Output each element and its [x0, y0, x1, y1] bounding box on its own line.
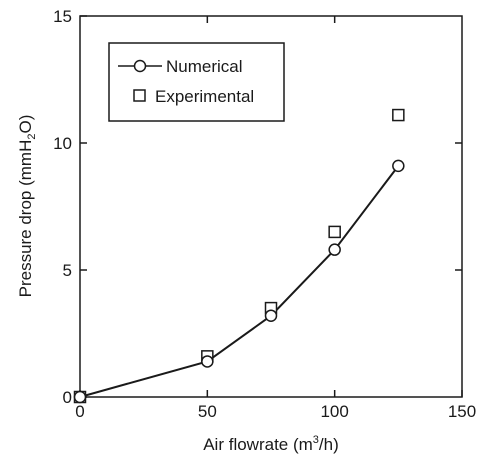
y-tick-label: 15	[53, 7, 72, 26]
plot-frame	[79, 15, 463, 398]
x-tick-label: 0	[75, 402, 84, 421]
data-point-numerical	[328, 243, 341, 256]
y-axis-title-tail: O)	[16, 115, 35, 134]
series-layer	[73, 108, 405, 404]
data-point-numerical	[201, 355, 214, 368]
legend-marker-experimental	[133, 89, 146, 102]
x-tick-label: 150	[448, 402, 476, 421]
x-axis-ticks: 0 50 100 150	[75, 16, 476, 421]
data-point-experimental	[392, 108, 405, 122]
y-axis-title: Pressure drop (mmH2O)	[16, 115, 38, 298]
y-tick-label: 5	[63, 261, 72, 280]
data-point-numerical	[73, 390, 87, 404]
legend-box	[108, 42, 285, 122]
data-point-experimental	[328, 225, 341, 239]
x-tick-label: 100	[320, 402, 348, 421]
x-axis-title: Air flowrate (m3/h)	[203, 434, 339, 454]
legend-label-experimental: Experimental	[155, 87, 254, 106]
data-point-numerical	[392, 159, 405, 173]
y-tick-label: 0	[63, 388, 72, 407]
data-point-numerical	[264, 309, 278, 322]
series-line-numerical	[79, 165, 400, 398]
plot-area: 0 50 100 150 0 5 10 15	[53, 7, 476, 421]
y-axis-title-subscript: 2	[26, 134, 38, 140]
legend-label-numerical: Numerical	[166, 57, 243, 76]
x-axis-title-main: Air flowrate (m	[203, 435, 313, 454]
legend: Numerical Experimental	[108, 42, 285, 122]
legend-marker-numerical	[133, 59, 147, 73]
x-axis-title-superscript: 3	[313, 434, 319, 446]
x-tick-label: 50	[198, 402, 217, 421]
y-tick-label: 10	[53, 134, 72, 153]
y-axis-title-main: Pressure drop (mmH	[16, 140, 35, 298]
x-axis-title-tail: /h)	[319, 435, 339, 454]
